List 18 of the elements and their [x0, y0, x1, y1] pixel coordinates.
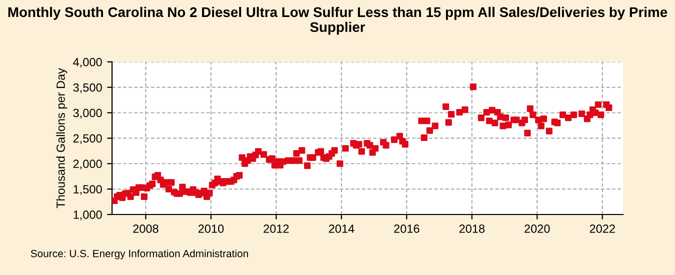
y-tick-label: 4,000 [73, 58, 102, 68]
x-tick-label: 2016 [394, 224, 420, 233]
x-tick-label: 2012 [264, 224, 289, 233]
x-tick-label: 2008 [133, 224, 158, 233]
y-tick-label: 2,000 [73, 160, 102, 170]
source-note: Source: U.S. Energy Information Administration [30, 250, 248, 260]
y-tick-label: 1,500 [74, 185, 102, 195]
x-tick-label: 2014 [328, 224, 354, 233]
y-tick-label: 3,000 [73, 108, 102, 119]
y-axis-title: Thousand Gallons per Day [56, 68, 68, 208]
x-tick-label: 2020 [524, 224, 550, 233]
chart-title: Monthly South Carolina No 2 Diesel Ultra Low Sulfur Less than 15 ppm All Sales/Deliveries by Prime Supplier [8, 6, 668, 35]
y-tick-label: 3,500 [73, 83, 102, 94]
x-tick-label: 2010 [198, 224, 224, 233]
x-tick-label: 2018 [459, 224, 485, 233]
y-tick-label: 1,000 [74, 210, 102, 220]
y-tick-label: 2,500 [73, 134, 102, 144]
x-tick-label: 2022 [590, 224, 615, 233]
